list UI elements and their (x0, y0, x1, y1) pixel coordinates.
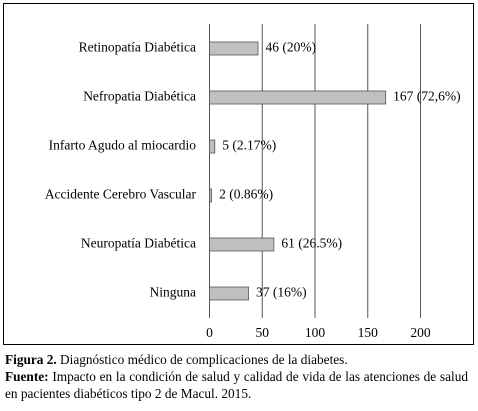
figure-text: Diagnóstico médico de complicaciones de … (56, 352, 348, 367)
data-label: 46 (20%) (266, 40, 317, 55)
category-label: Ninguna (150, 285, 197, 300)
bar (209, 188, 213, 203)
bar (209, 237, 275, 252)
category-label: Retinopatía Diabética (79, 40, 196, 55)
figure-title-line: Figura 2. Diagnóstico médico de complica… (5, 351, 468, 368)
x-tick-label: 100 (305, 325, 326, 340)
bar (209, 286, 249, 301)
x-tick-label: 0 (206, 325, 213, 340)
x-tick-label: 200 (410, 325, 431, 340)
source-line: Fuente: Impacto en la condición de salud… (5, 368, 468, 402)
figure-caption: Figura 2. Diagnóstico médico de complica… (5, 351, 468, 402)
bar (209, 90, 387, 105)
data-label: 167 (72,6%) (393, 89, 461, 104)
category-label: Infarto Agudo al miocardio (49, 138, 197, 153)
data-label: 61 (26.5%) (281, 236, 342, 251)
x-tick-label: 50 (256, 325, 270, 340)
bar (209, 41, 259, 56)
data-label: 2 (0.86%) (219, 187, 273, 202)
figure-label: Figura 2. (5, 352, 57, 367)
data-label: 5 (2.17%) (222, 138, 276, 153)
bar (209, 139, 216, 154)
category-label: Accidente Cerebro Vascular (45, 187, 197, 202)
figure-frame: 0 50 100 150 200 Retinopatía Diabética 46 (20%… (3, 3, 474, 345)
data-label: 37 (16%) (256, 285, 307, 300)
category-label: Nefropatia Diabética (83, 89, 196, 104)
source-text: Impacto en la condición de salud y calid… (5, 369, 468, 401)
bar-chart: 0 50 100 150 200 Retinopatía Diabética 46 (20%… (45, 24, 461, 340)
source-label: Fuente: (5, 369, 49, 384)
category-label: Neuropatía Diabética (81, 236, 196, 251)
x-tick-label: 150 (358, 325, 379, 340)
